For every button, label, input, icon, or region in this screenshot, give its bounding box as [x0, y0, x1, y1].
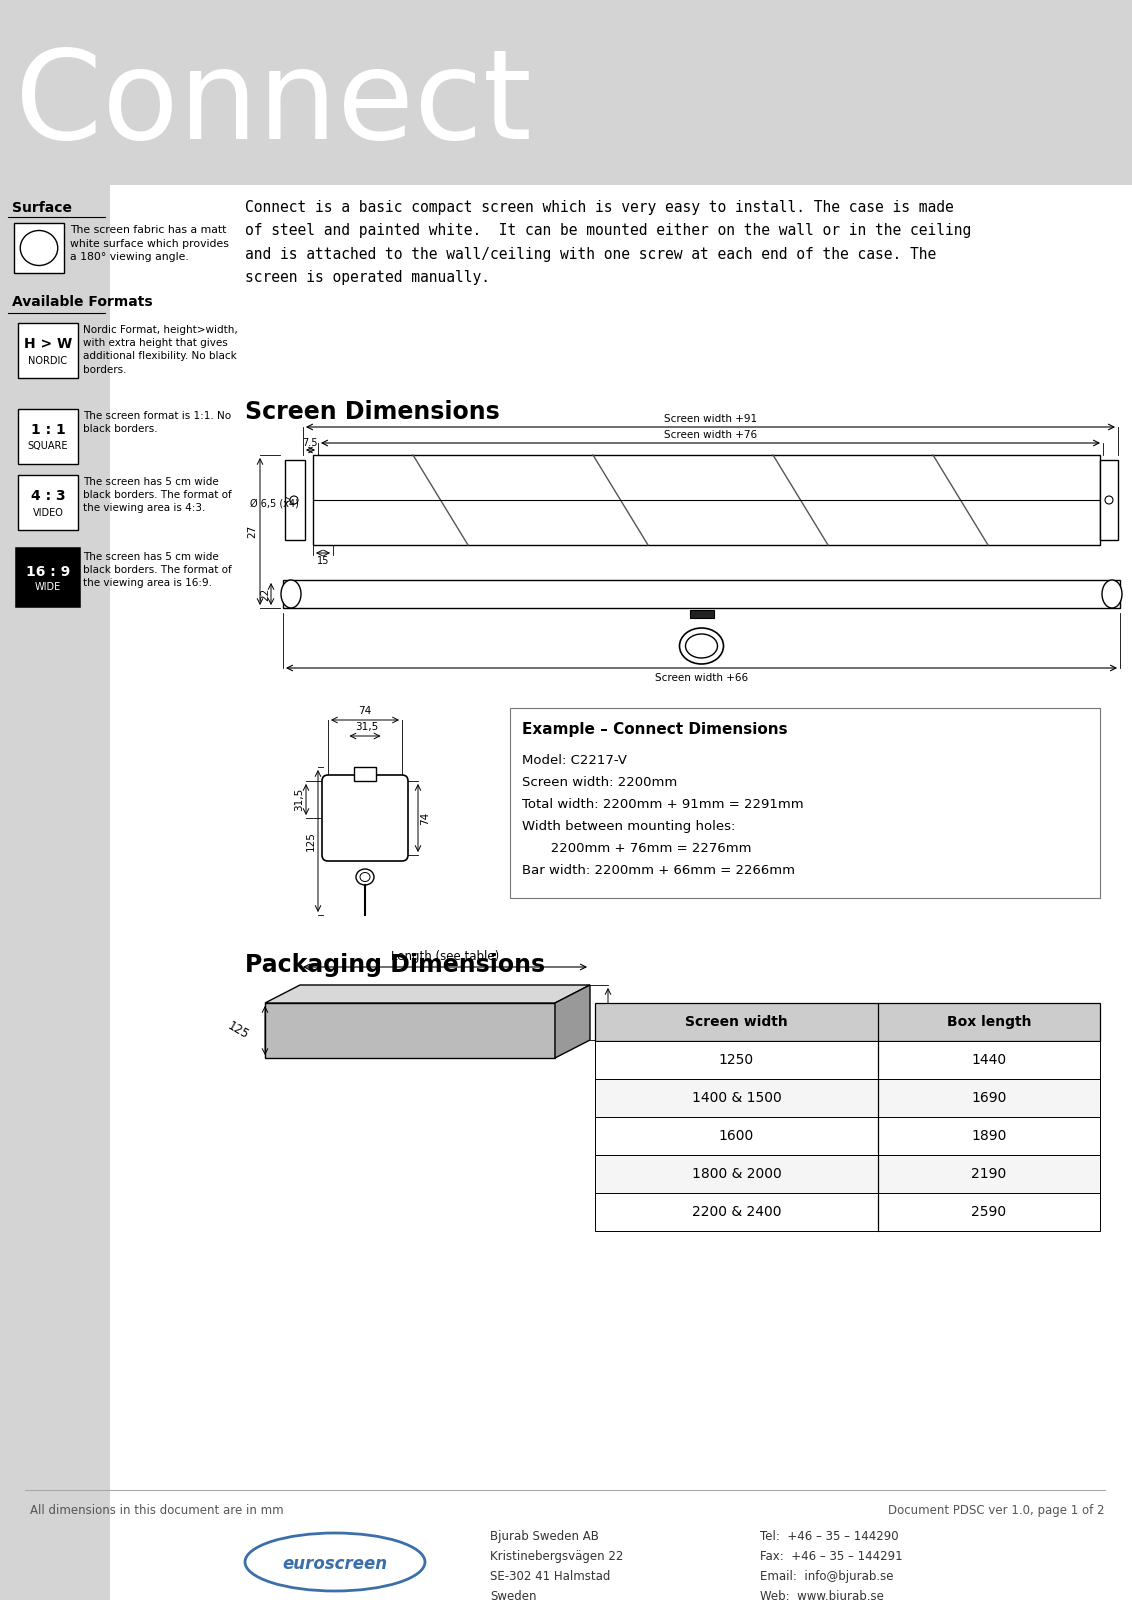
Text: Total width: 2200mm + 91mm = 2291mm: Total width: 2200mm + 91mm = 2291mm [522, 798, 804, 811]
Bar [595, 1155, 1100, 1194]
Text: 74: 74 [420, 811, 430, 824]
FancyBboxPatch shape [321, 774, 408, 861]
Text: The screen format is 1:1. No
black borders.: The screen format is 1:1. No black borde… [83, 411, 231, 434]
Text: 7.5: 7.5 [302, 438, 318, 448]
Text: 22: 22 [260, 587, 271, 600]
Text: Screen width +66: Screen width +66 [655, 674, 748, 683]
Ellipse shape [290, 496, 298, 504]
Text: 1400 & 1500: 1400 & 1500 [692, 1091, 781, 1106]
Text: The screen has 5 cm wide
black borders. The format of
the viewing area is 16:9.: The screen has 5 cm wide black borders. … [83, 552, 232, 589]
Text: Document PDSC ver 1.0, page 1 of 2: Document PDSC ver 1.0, page 1 of 2 [889, 1504, 1105, 1517]
Text: All dimensions in this document are in mm: All dimensions in this document are in m… [31, 1504, 284, 1517]
Text: 125: 125 [225, 1019, 251, 1042]
Bar [18, 323, 78, 378]
Text: 2590: 2590 [971, 1205, 1006, 1219]
Ellipse shape [360, 872, 370, 882]
Text: 74: 74 [359, 706, 371, 717]
Text: Nordic Format, height>width,
with extra height that gives
additional flexibility: Nordic Format, height>width, with extra … [83, 325, 238, 374]
Bar [285, 461, 305, 541]
Bar [18, 550, 78, 605]
Text: 2190: 2190 [971, 1166, 1006, 1181]
Polygon shape [265, 1003, 555, 1058]
Polygon shape [555, 986, 590, 1058]
Text: Example – Connect Dimensions: Example – Connect Dimensions [522, 722, 788, 738]
Text: 1690: 1690 [971, 1091, 1006, 1106]
Text: 1600: 1600 [719, 1130, 754, 1142]
Ellipse shape [281, 579, 301, 608]
Text: Screen width +76: Screen width +76 [664, 430, 757, 440]
Text: Surface: Surface [12, 202, 72, 214]
Ellipse shape [1101, 579, 1122, 608]
Bar [0, 0, 1132, 186]
Bar [1100, 461, 1118, 541]
Text: euroscreen: euroscreen [283, 1555, 387, 1573]
Text: Model: C2217-V: Model: C2217-V [522, 754, 627, 766]
Text: WIDE: WIDE [35, 582, 61, 592]
Text: 1250: 1250 [719, 1053, 754, 1067]
Text: 125: 125 [306, 830, 316, 851]
Bar [595, 1003, 1100, 1042]
Ellipse shape [20, 230, 58, 266]
Text: Screen width +91: Screen width +91 [664, 414, 757, 424]
Text: Width between mounting holes:: Width between mounting holes: [522, 819, 736, 834]
Text: 1440: 1440 [971, 1053, 1006, 1067]
Bar [595, 1194, 1100, 1230]
Text: The screen fabric has a matt
white surface which provides
a 180° viewing angle.: The screen fabric has a matt white surfa… [70, 226, 229, 262]
Text: 31,5: 31,5 [294, 787, 305, 811]
Text: 1890: 1890 [971, 1130, 1006, 1142]
Text: The screen has 5 cm wide
black borders. The format of
the viewing area is 4:3.: The screen has 5 cm wide black borders. … [83, 477, 232, 514]
Text: 15: 15 [317, 557, 329, 566]
Text: 16 : 9: 16 : 9 [26, 565, 70, 579]
Bar [595, 1078, 1100, 1117]
Text: Ø 6,5 (x4): Ø 6,5 (x4) [250, 499, 299, 509]
Text: Screen Dimensions: Screen Dimensions [245, 400, 499, 424]
Text: Box length: Box length [946, 1014, 1031, 1029]
Bar [595, 1042, 1100, 1078]
Text: SQUARE: SQUARE [28, 442, 68, 451]
Ellipse shape [679, 627, 723, 664]
Ellipse shape [1105, 496, 1113, 504]
Bar [689, 610, 713, 618]
Text: VIDEO: VIDEO [33, 507, 63, 517]
Text: NORDIC: NORDIC [28, 355, 68, 365]
Bar [283, 579, 1120, 608]
Bar [314, 454, 1100, 546]
Ellipse shape [355, 869, 374, 885]
Text: Connect: Connect [15, 43, 532, 165]
Text: H > W: H > W [24, 338, 72, 352]
Text: Length (see table): Length (see table) [391, 950, 499, 963]
Text: Tel:  +46 – 35 – 144290
Fax:  +46 – 35 – 144291
Email:  info@bjurab.se
Web:  www: Tel: +46 – 35 – 144290 Fax: +46 – 35 – 1… [760, 1530, 902, 1600]
Bar [18, 410, 78, 464]
Text: Screen width: 2200mm: Screen width: 2200mm [522, 776, 677, 789]
Text: 90: 90 [612, 1006, 627, 1019]
Bar [18, 475, 78, 530]
Text: 2200 & 2400: 2200 & 2400 [692, 1205, 781, 1219]
Text: 2200mm + 76mm = 2276mm: 2200mm + 76mm = 2276mm [538, 842, 752, 854]
Ellipse shape [686, 634, 718, 658]
Bar [511, 707, 1100, 898]
Text: 1 : 1: 1 : 1 [31, 424, 66, 437]
Text: Packaging Dimensions: Packaging Dimensions [245, 954, 546, 978]
Text: Connect is a basic compact screen which is very easy to install. The case is mad: Connect is a basic compact screen which … [245, 200, 971, 285]
Text: Available Formats: Available Formats [12, 294, 153, 309]
Bar [14, 222, 65, 274]
Text: Screen width: Screen width [685, 1014, 788, 1029]
Text: Bjurab Sweden AB
Kristinebergsvägen 22
SE-302 41 Halmstad
Sweden: Bjurab Sweden AB Kristinebergsvägen 22 S… [490, 1530, 624, 1600]
Bar [0, 0, 110, 1600]
Text: 27: 27 [247, 525, 257, 538]
Bar [595, 1117, 1100, 1155]
Text: 31,5: 31,5 [355, 722, 378, 733]
Bar [354, 766, 376, 781]
Text: 4 : 3: 4 : 3 [31, 490, 66, 504]
Text: Bar width: 2200mm + 66mm = 2266mm: Bar width: 2200mm + 66mm = 2266mm [522, 864, 795, 877]
Polygon shape [265, 986, 590, 1003]
Ellipse shape [245, 1533, 424, 1590]
Text: 1800 & 2000: 1800 & 2000 [692, 1166, 781, 1181]
